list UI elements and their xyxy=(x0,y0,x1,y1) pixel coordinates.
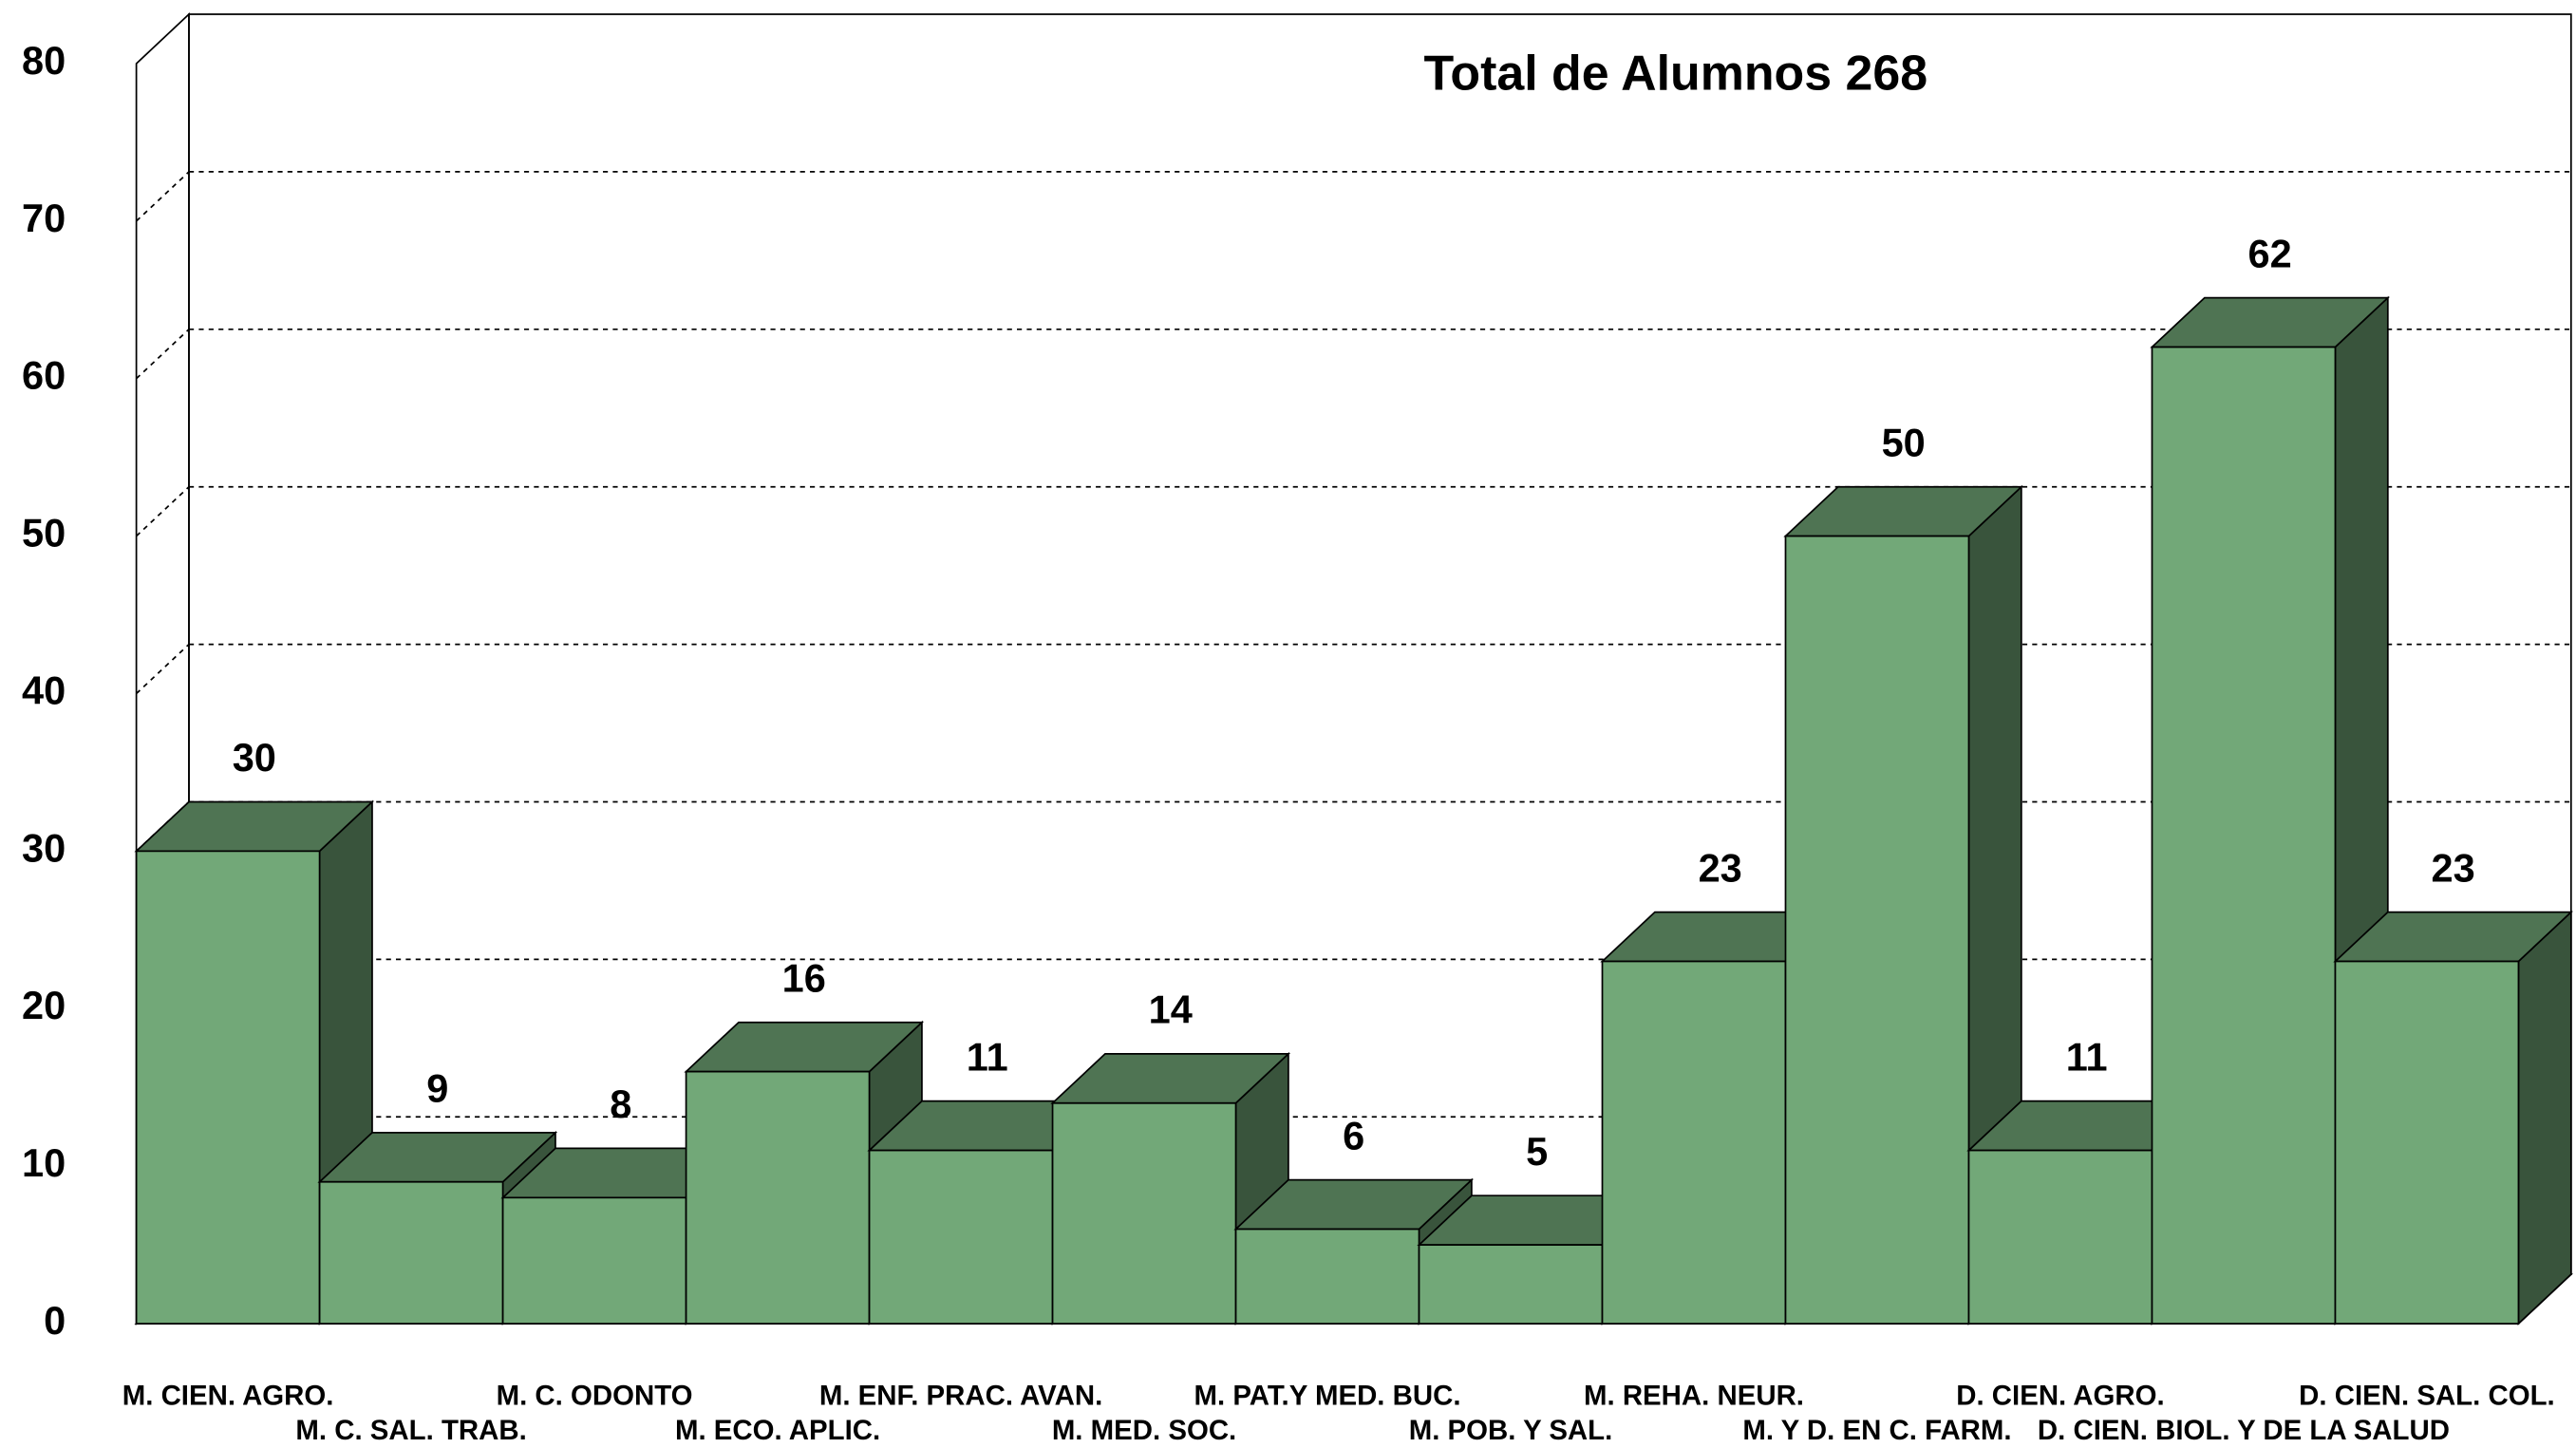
value-label: 16 xyxy=(782,955,826,1000)
x-tick-label: D. CIEN. SAL. COL. xyxy=(2299,1381,2555,1412)
y-tick-label: 10 xyxy=(22,1140,66,1185)
value-label: 62 xyxy=(2248,231,2292,275)
value-label: 5 xyxy=(1526,1129,1548,1174)
value-label: 8 xyxy=(610,1081,631,1126)
value-label: 14 xyxy=(1149,987,1193,1032)
x-tick-label: M. ECO. APLIC. xyxy=(675,1415,880,1446)
grid-line-side xyxy=(136,486,190,537)
bar xyxy=(1784,535,1970,1325)
y-tick-label: 40 xyxy=(22,668,66,712)
value-label: 50 xyxy=(1882,420,1926,464)
value-label: 6 xyxy=(1343,1113,1364,1157)
bar xyxy=(501,1196,687,1325)
x-tick-label: M. POB. Y SAL. xyxy=(1409,1415,1613,1446)
value-label: 23 xyxy=(1699,845,1742,890)
bar xyxy=(318,1180,504,1325)
y-tick-label: 0 xyxy=(44,1298,66,1343)
chart-title: Total de Alumnos 268 xyxy=(1424,45,1928,100)
y-tick-label: 70 xyxy=(22,196,66,240)
value-label: 23 xyxy=(2432,845,2475,890)
x-tick-label: D. CIEN. BIOL. Y DE LA SALUD xyxy=(2038,1415,2450,1446)
y-tick-label: 80 xyxy=(22,38,66,83)
y-tick-label: 20 xyxy=(22,983,66,1027)
x-tick-label: M. MED. SOC. xyxy=(1052,1415,1236,1446)
bar xyxy=(135,850,321,1325)
bar xyxy=(1601,960,1787,1325)
y-tick-label: 60 xyxy=(22,353,66,398)
grid-line-side xyxy=(136,171,190,222)
x-tick-label: M. C. ODONTO xyxy=(497,1381,693,1412)
bar xyxy=(1967,1149,2153,1325)
bar xyxy=(868,1149,1054,1325)
x-tick-label: D. CIEN. AGRO. xyxy=(1956,1381,2164,1412)
grid-line-side xyxy=(136,643,190,695)
value-label: 11 xyxy=(2066,1034,2108,1079)
bar xyxy=(685,1070,871,1325)
value-label: 11 xyxy=(967,1034,1008,1079)
x-tick-label: M. C. SAL. TRAB. xyxy=(295,1415,526,1446)
bar xyxy=(2151,346,2337,1325)
y-tick-label: 30 xyxy=(22,825,66,870)
x-tick-label: M. Y D. EN C. FARM. xyxy=(1742,1415,2011,1446)
grid-line-side xyxy=(136,329,190,380)
x-tick-label: M. CIEN. AGRO. xyxy=(122,1381,334,1412)
bar xyxy=(1418,1244,1604,1325)
bar xyxy=(1234,1228,1420,1325)
x-tick-label: M. REHA. NEUR. xyxy=(1584,1381,1804,1412)
bar xyxy=(1051,1101,1237,1325)
y-tick-label: 50 xyxy=(22,511,66,555)
x-tick-label: M. PAT.Y MED. BUC. xyxy=(1194,1381,1461,1412)
value-label: 9 xyxy=(426,1066,448,1111)
bar-side xyxy=(2517,910,2572,1326)
bar xyxy=(2334,960,2520,1325)
value-label: 30 xyxy=(233,735,276,780)
x-tick-label: M. ENF. PRAC. AVAN. xyxy=(819,1381,1102,1412)
